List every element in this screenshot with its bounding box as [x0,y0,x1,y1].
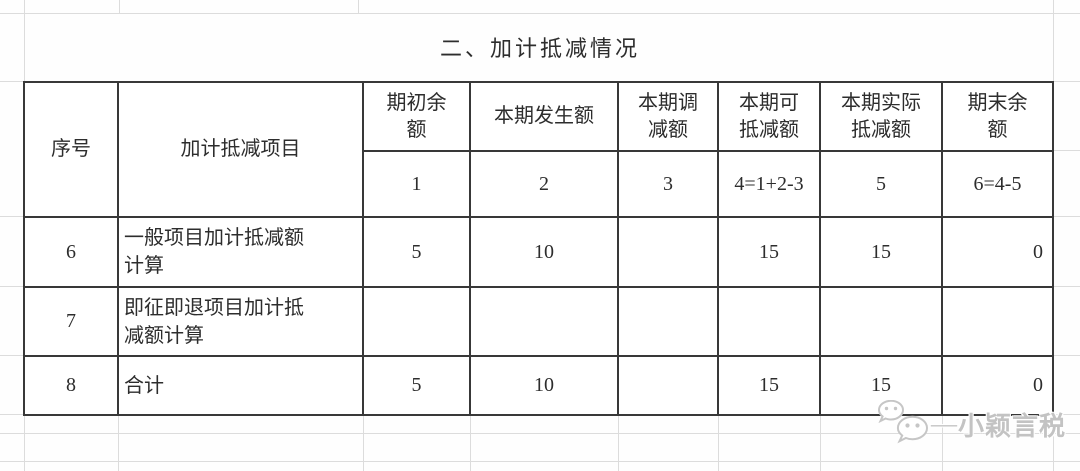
cell-seq[interactable]: 7 [23,286,119,357]
watermark-separator: — [931,409,957,438]
gridline [1053,415,1054,471]
cell-current-increase[interactable] [469,286,619,357]
cell-item[interactable]: 合计 [117,355,364,416]
gridline [119,0,120,13]
gridline [0,81,23,82]
cell-seq[interactable]: 6 [23,216,119,288]
code-current-reduction[interactable]: 3 [617,150,719,218]
watermark-text: 小颖言税 [958,411,1067,441]
header-ending-balance[interactable]: 期末余额 [941,81,1054,152]
cell-ending-balance[interactable] [941,286,1054,357]
code-opening-balance[interactable]: 1 [362,150,471,218]
gridline [24,415,25,471]
cell-actual-deducted[interactable] [819,286,943,357]
item-text: 即征即退项目加计抵减额计算 [124,296,304,347]
header-opening-balance[interactable]: 期初余额 [362,81,471,152]
cell-item[interactable]: 即征即退项目加计抵减额计算 [117,286,364,357]
cell-actual-deducted[interactable]: 15 [819,216,943,288]
cell-ending-balance[interactable]: 0 [941,216,1054,288]
table-row-general: 6 一般项目加计抵减额计算 5 10 15 15 0 [23,216,1054,288]
cell-current-reduction[interactable] [617,216,719,288]
gridline [1053,0,1054,81]
header-item[interactable]: 加计抵减项目 [117,81,364,218]
cell-current-increase[interactable]: 10 [469,216,619,288]
section-title[interactable]: 二、加计抵减情况 [439,36,640,61]
header-current-reduction[interactable]: 本期调减额 [617,81,719,152]
gridline [1053,81,1080,82]
gridline [0,433,1080,434]
table-header-row: 序号 加计抵减项目 期初余额 本期发生额 本期调减额 本期可抵减额 本期实际抵减… [23,81,1054,218]
header-current-deductible[interactable]: 本期可抵减额 [717,81,821,152]
header-seq[interactable]: 序号 [23,81,119,218]
cell-item[interactable]: 一般项目加计抵减额计算 [117,216,364,288]
cell-current-reduction[interactable] [617,355,719,416]
header-label: 期初余额 [386,92,447,141]
cell-seq[interactable]: 8 [23,355,119,416]
gridline [1053,286,1080,287]
gridline [0,355,23,356]
wechat-chat-bubbles-icon [876,399,930,448]
gridline [0,414,23,415]
code-ending-balance[interactable]: 6=4-5 [941,150,1054,218]
cell-current-reduction[interactable] [617,286,719,357]
code-actual-deducted[interactable]: 5 [819,150,943,218]
header-label: 本期可抵减额 [739,92,799,141]
item-text: 一般项目加计抵减额计算 [124,227,304,277]
gridline [358,0,359,13]
cell-current-increase[interactable]: 10 [469,355,619,416]
gridline [1053,414,1080,415]
gridline [363,415,364,471]
gridline [0,13,1080,14]
header-actual-deducted[interactable]: 本期实际抵减额 [819,81,943,152]
cell-current-deductible[interactable]: 15 [717,216,821,288]
gridline [1053,150,1080,151]
code-current-increase[interactable]: 2 [469,150,619,218]
gridline [0,461,1080,462]
gridline [718,415,719,471]
cell-opening-balance[interactable] [362,286,471,357]
deduction-table: 序号 加计抵减项目 期初余额 本期发生额 本期调减额 本期可抵减额 本期实际抵减… [23,81,1054,416]
header-label: 本期调减额 [638,92,698,141]
gridline [942,415,943,471]
table-row-refund: 7 即征即退项目加计抵减额计算 [23,286,1054,357]
code-current-deductible[interactable]: 4=1+2-3 [717,150,821,218]
table-code-row: 1 2 3 4=1+2-3 5 6=4-5 [24,150,1054,218]
gridline [618,415,619,471]
gridline [24,0,25,81]
header-label: 本期发生额 [494,105,594,128]
watermark: — 小颖言税 [876,399,1066,449]
gridline [1053,216,1080,217]
header-current-increase[interactable]: 本期发生额 [469,81,619,152]
cell-opening-balance[interactable]: 5 [362,216,471,288]
cell-current-deductible[interactable]: 15 [717,355,821,416]
cell-ending-balance[interactable]: 0 [941,355,1054,416]
table-row-total: 8 合计 5 10 15 15 0 [23,355,1054,416]
gridline [470,415,471,471]
item-text: 合计 [124,374,164,397]
gridline [1053,355,1080,356]
gridline [820,415,821,471]
cell-opening-balance[interactable]: 5 [362,355,471,416]
cell-current-deductible[interactable] [717,286,821,357]
gridline [0,216,23,217]
header-label: 本期实际抵减额 [841,92,921,141]
header-label: 期末余额 [967,92,1028,141]
gridline [118,415,119,471]
gridline [0,286,23,287]
